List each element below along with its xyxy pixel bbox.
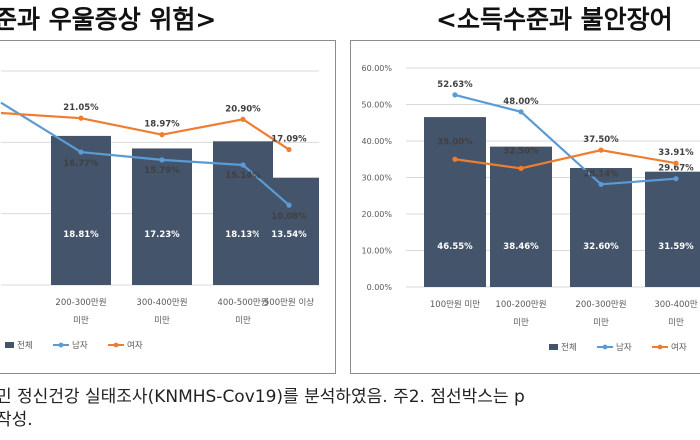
left-legend-swatch-total xyxy=(5,342,14,348)
left-bar-label: 18.13% xyxy=(225,230,261,240)
left-point-label: 18.97% xyxy=(144,120,180,130)
left-point xyxy=(159,157,165,163)
left-chart-title: 준과 우울증상 위험> xyxy=(0,5,217,34)
right-x-tick-label: 100-200만원 xyxy=(495,300,546,310)
right-point xyxy=(598,181,604,187)
right-bar-label: 31.59% xyxy=(658,242,694,252)
right-legend-marker xyxy=(657,344,663,350)
left-x-tick-label: 400-500만원 xyxy=(217,298,268,308)
left-point xyxy=(240,116,246,122)
left-point xyxy=(240,162,246,168)
right-y-tick-label: 60.00% xyxy=(361,64,392,73)
right-bar xyxy=(645,171,700,287)
right-x-tick-label: 300-400만 xyxy=(654,300,698,310)
left-legend-label: 남자 xyxy=(72,341,88,351)
right-bar xyxy=(424,117,486,287)
right-bar xyxy=(570,168,632,287)
right-x-tick-label: 100만원 미만 xyxy=(430,300,480,310)
left-point xyxy=(78,115,84,121)
left-point-label: 21.05% xyxy=(63,103,99,113)
right-point xyxy=(452,92,458,98)
right-point-label: 52.63% xyxy=(437,80,473,90)
left-chart: 18.81% 17.23% 18.13% 13.54% 16.77% 15.79% 15.1… xyxy=(0,70,319,351)
right-point-label: 33.91% xyxy=(658,148,694,158)
right-chart-panel: 0.00% 10.00% 20.00% 30.00% 40.00% 50.00% 60.00… xyxy=(350,40,700,374)
left-legend-marker xyxy=(58,342,64,348)
left-bar-label: 18.81% xyxy=(63,230,99,240)
left-point-label: 17.09% xyxy=(271,135,307,145)
right-chart-title: <소득수준과 불안장어 xyxy=(436,5,673,34)
right-x-tick-label: 미만 xyxy=(513,318,529,328)
right-point-label: 37.50% xyxy=(583,135,619,145)
left-x-tick-label: 500만원 이상 xyxy=(264,297,314,308)
right-legend-label: 여자 xyxy=(671,342,687,353)
right-line-men xyxy=(454,93,677,186)
right-y-tick-label: 50.00% xyxy=(361,101,392,110)
left-bar xyxy=(51,135,111,285)
right-point-label: 35.00% xyxy=(437,137,473,147)
left-x-tick-label: 미만 xyxy=(235,316,251,326)
right-y-tick-label: 0.00% xyxy=(367,283,393,292)
right-y-tick-label: 20.00% xyxy=(361,210,392,219)
right-point-label: 48.00% xyxy=(503,97,539,107)
right-point-label: 32.50% xyxy=(503,146,539,156)
right-bar-label: 46.55% xyxy=(437,242,473,252)
right-line-women xyxy=(454,149,677,170)
left-x-tick-label: 200-300만원 xyxy=(55,298,106,308)
left-bar-label: 17.23% xyxy=(144,230,180,240)
left-point xyxy=(78,149,84,155)
right-bar-label: 32.60% xyxy=(583,242,619,252)
right-legend-marker xyxy=(602,344,608,350)
left-bar-label: 13.54% xyxy=(271,230,307,240)
right-y-tick-label: 30.00% xyxy=(361,174,392,183)
right-x-tick-label: 미만 xyxy=(593,318,609,328)
right-legend-label: 전체 xyxy=(561,342,577,353)
right-point xyxy=(518,109,524,115)
right-point xyxy=(518,165,524,171)
footnote-line-1: 민 정신건강 실태조사(KNMHS-Cov19)를 분석하였음. 주2. 점선박… xyxy=(0,387,525,407)
left-x-tick-label: 300-400만원 xyxy=(136,298,187,308)
right-point xyxy=(673,176,679,182)
left-bar xyxy=(132,148,192,285)
left-point-label: 10.08% xyxy=(271,212,307,222)
right-point-label: 28.14% xyxy=(583,169,619,179)
left-bar xyxy=(259,177,319,285)
left-legend-label: 여자 xyxy=(127,340,143,351)
left-point xyxy=(286,146,292,153)
left-point-label: 15.79% xyxy=(144,166,180,176)
left-point xyxy=(286,202,292,208)
footnote-line-2: 작성. xyxy=(0,410,33,430)
right-chart: 0.00% 10.00% 20.00% 30.00% 40.00% 50.00% 60.00… xyxy=(361,64,700,353)
left-legend-marker xyxy=(113,342,119,348)
left-point-label: 16.77% xyxy=(63,159,99,169)
right-point xyxy=(598,147,604,153)
left-x-tick-label: 미만 xyxy=(154,316,170,326)
right-legend-swatch-total xyxy=(549,344,558,350)
right-point xyxy=(452,156,458,162)
right-bar-label: 38.46% xyxy=(503,242,539,252)
left-point-label: 15.14% xyxy=(225,171,261,181)
right-y-tick-label: 10.00% xyxy=(361,247,392,256)
right-point xyxy=(673,160,679,166)
left-point xyxy=(159,132,165,138)
left-point-label: 20.90% xyxy=(225,104,261,114)
right-y-tick-label: 40.00% xyxy=(361,137,392,146)
right-x-tick-label: 200-300만원 xyxy=(575,300,626,310)
right-point-label: 29.67% xyxy=(658,164,694,174)
left-legend-label: 전체 xyxy=(17,340,33,351)
right-x-tick-label: 미만 xyxy=(668,318,684,328)
left-chart-panel: 18.81% 17.23% 18.13% 13.54% 16.77% 15.79% 15.1… xyxy=(0,40,336,374)
left-x-tick-label: 미만 xyxy=(73,316,89,326)
right-legend-label: 남자 xyxy=(616,343,632,353)
